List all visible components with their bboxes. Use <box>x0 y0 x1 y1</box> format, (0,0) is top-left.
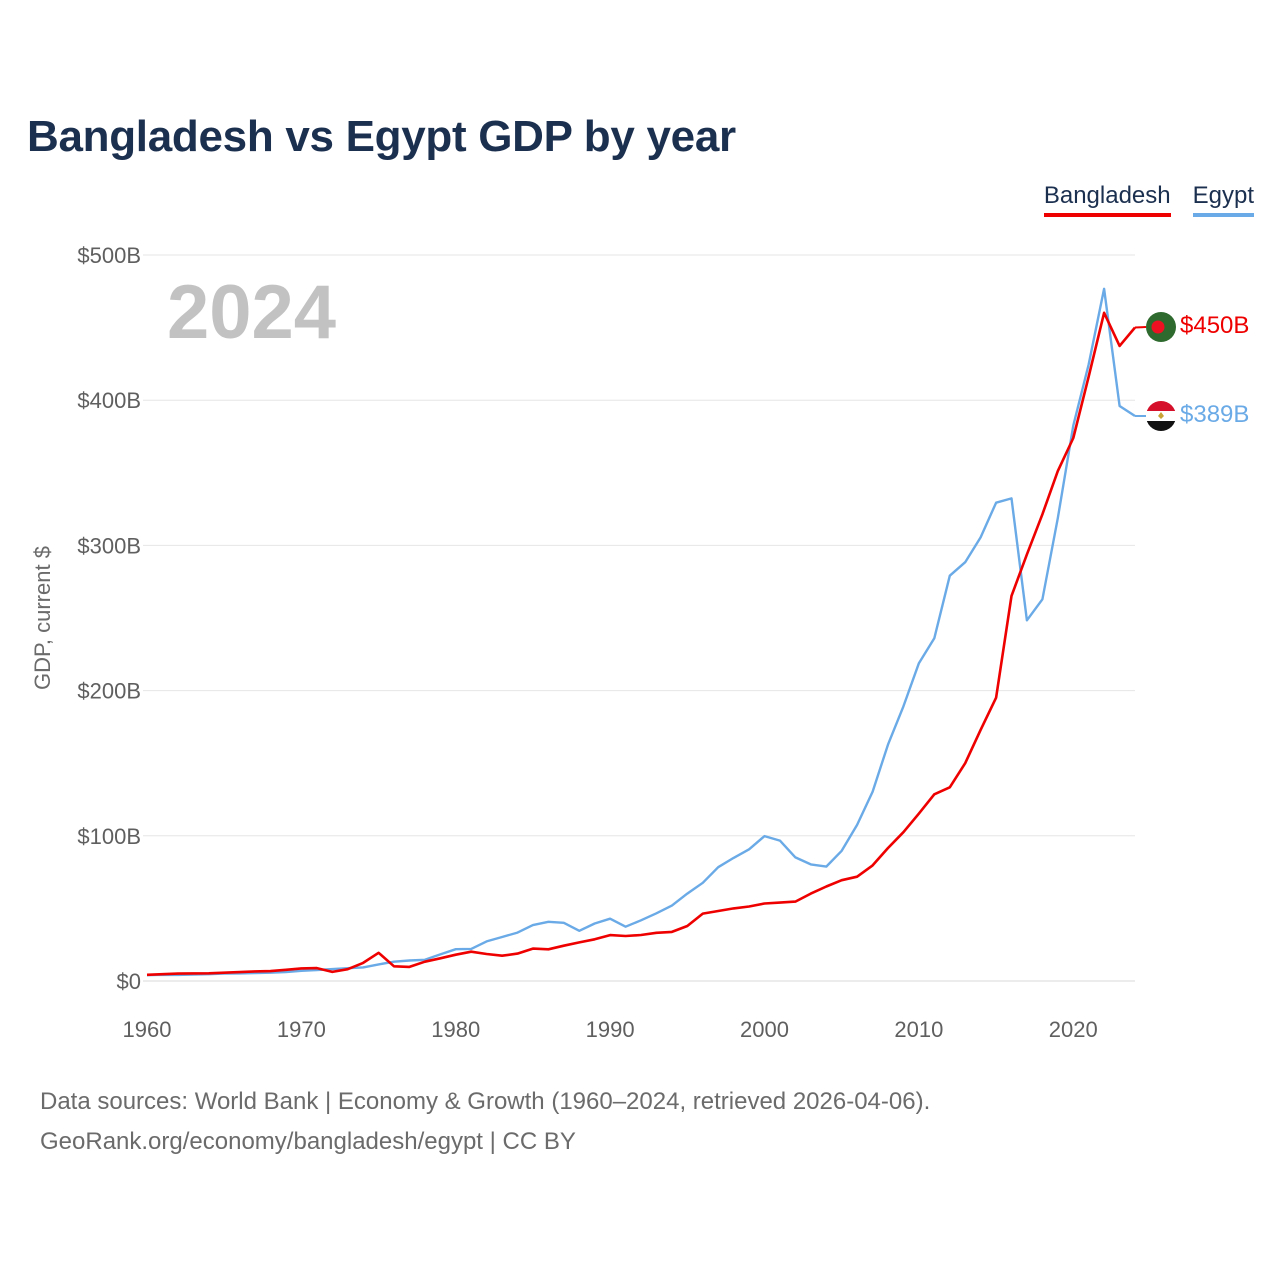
x-tick-label: 1960 <box>123 1017 172 1042</box>
x-tick-label: 1970 <box>277 1017 326 1042</box>
x-tick-label: 2010 <box>894 1017 943 1042</box>
egypt-flag-icon <box>1146 401 1176 431</box>
legend-item-bangladesh[interactable]: Bangladesh <box>1043 182 1171 217</box>
x-tick-label: 1990 <box>586 1017 635 1042</box>
attribution-link[interactable]: GeoRank.org/economy/bangladesh/egypt | C… <box>40 1128 576 1155</box>
footer: Data sources: World Bank | Economy & Gro… <box>40 1082 930 1162</box>
legend-item-egypt[interactable]: Egypt <box>1192 182 1254 217</box>
data-source-note: Data sources: World Bank | Economy & Gro… <box>40 1088 931 1115</box>
grid-lines <box>143 254 1135 982</box>
x-tick-label: 1980 <box>431 1017 480 1042</box>
y-tick-label: $500B <box>77 243 141 268</box>
egypt-end-value: $389B <box>1180 401 1249 428</box>
y-tick-label: $200B <box>77 679 141 704</box>
y-tick-label: $100B <box>77 824 141 849</box>
y-axis-label: GDP, current $ <box>30 546 55 690</box>
egypt-series-line <box>146 287 1136 977</box>
x-tick-label: 2000 <box>740 1017 789 1042</box>
y-tick-label: $400B <box>77 388 141 413</box>
year-label: 2024 <box>167 270 336 355</box>
series-lines <box>146 287 1147 977</box>
bangladesh-end-value: $450B <box>1180 312 1249 339</box>
series-end-markers: $450B $389B <box>1146 312 1249 431</box>
chart-title: Bangladesh vs Egypt GDP by year <box>27 112 736 161</box>
y-tick-label: $300B <box>77 533 141 558</box>
bangladesh-flag-icon <box>1146 312 1176 342</box>
x-axis-ticks: 1960 1970 1980 1990 2000 2010 2020 <box>123 1017 1098 1042</box>
y-axis-ticks: $0 $100B $200B $300B $400B $500B <box>77 243 141 994</box>
legend: Bangladesh Egypt <box>1043 182 1254 217</box>
bangladesh-series-line <box>146 311 1136 977</box>
y-tick-label: $0 <box>117 969 141 994</box>
x-tick-label: 2020 <box>1049 1017 1098 1042</box>
